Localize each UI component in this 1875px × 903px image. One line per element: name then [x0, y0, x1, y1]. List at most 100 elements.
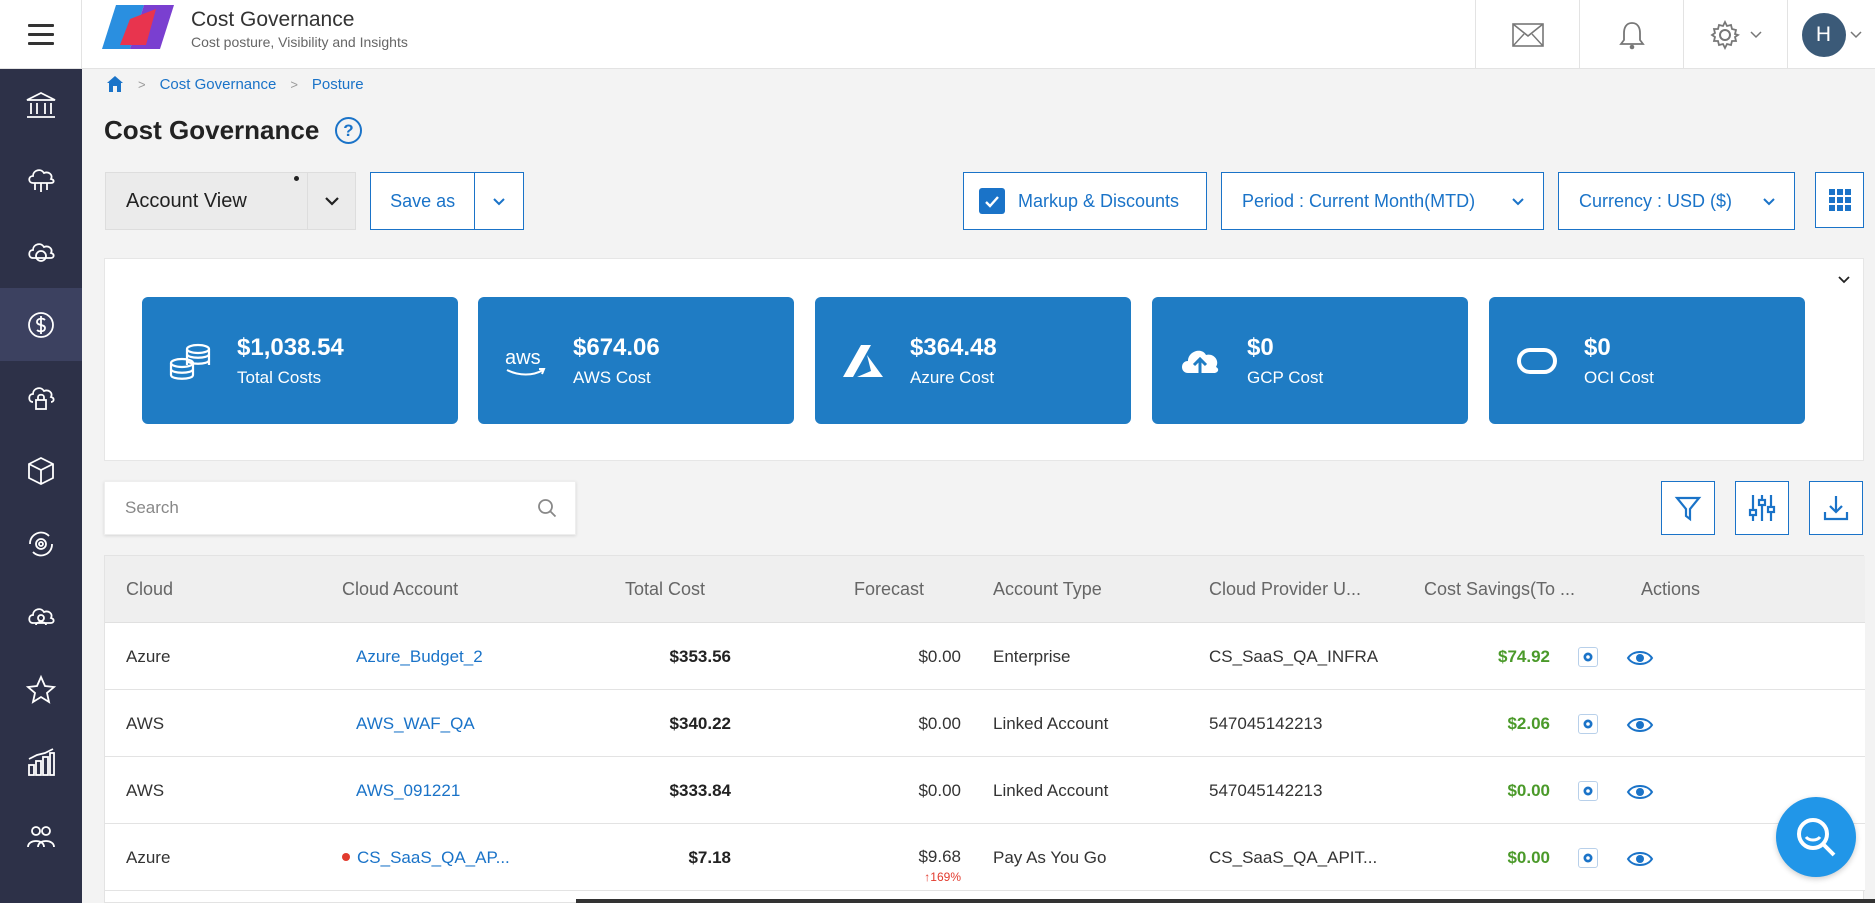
save-as-label: Save as — [371, 173, 476, 229]
cell-account-type: Enterprise — [993, 647, 1071, 666]
sidebar-item-reports[interactable] — [0, 726, 82, 799]
horizontal-scrollbar[interactable] — [576, 899, 1875, 903]
savings-settings-button[interactable] — [1578, 647, 1598, 667]
sidebar-item-security[interactable] — [0, 361, 82, 434]
download-button[interactable] — [1809, 481, 1863, 535]
download-icon — [1823, 496, 1849, 521]
sidebar-item-cloud-network[interactable] — [0, 142, 82, 215]
chevron-down-icon — [493, 197, 505, 205]
column-header-cost-savings[interactable]: Cost Savings(To ... — [1424, 579, 1576, 599]
gear-cycle-icon — [29, 531, 53, 556]
markup-checkbox[interactable] — [979, 188, 1005, 214]
user-menu-button[interactable]: H — [1787, 0, 1875, 69]
column-header-total-cost[interactable]: Total Cost — [625, 579, 706, 599]
table-row: Azure Azure_Budget_2 $353.56 $0.00 Enter… — [105, 623, 1865, 690]
chevron-down-icon — [1749, 30, 1762, 38]
search-input[interactable] — [125, 498, 505, 518]
cost-label: GCP Cost — [1247, 367, 1324, 387]
cell-account-link[interactable]: Azure_Budget_2 — [356, 647, 483, 666]
cell-savings[interactable]: $74.92 — [1498, 647, 1550, 666]
sidebar-item-cloud-cycle[interactable] — [0, 215, 82, 288]
sidebar-item-cost[interactable] — [0, 288, 82, 361]
mail-icon — [1511, 22, 1544, 47]
cell-savings[interactable]: $0.00 — [1507, 848, 1550, 867]
chevron-down-icon — [1849, 30, 1862, 38]
grid-view-button[interactable] — [1815, 172, 1864, 228]
sidebar-item-governance[interactable] — [0, 69, 82, 142]
aws-icon: aws — [505, 347, 545, 375]
app-title: Cost Governance — [191, 8, 355, 31]
collapse-panel-button[interactable] — [1837, 271, 1851, 289]
home-icon[interactable] — [106, 75, 124, 93]
search-icon — [1797, 818, 1836, 857]
cell-savings[interactable]: $0.00 — [1507, 781, 1550, 800]
sidebar-item-users[interactable] — [0, 799, 82, 872]
menu-toggle-button[interactable] — [0, 0, 82, 69]
column-header-forecast[interactable]: Forecast — [854, 579, 925, 599]
cell-savings[interactable]: $2.06 — [1507, 714, 1550, 733]
cell-account-link[interactable]: AWS_091221 — [356, 781, 461, 800]
notifications-button[interactable] — [1579, 0, 1683, 69]
markup-discounts-toggle[interactable]: Markup & Discounts — [963, 172, 1207, 230]
sidebar-item-cloud-users[interactable] — [0, 580, 82, 653]
cell-forecast: $0.00 — [918, 781, 961, 800]
table-row: AWS AWS_091221 $333.84 $0.00 Linked Acco… — [105, 757, 1865, 824]
cell-account-link[interactable]: AWS_WAF_QA — [356, 714, 475, 733]
sidebar-item-assets[interactable] — [0, 434, 82, 507]
column-header-cloud-account[interactable]: Cloud Account — [342, 579, 459, 599]
help-chat-button[interactable] — [1776, 797, 1856, 877]
cost-card-gcp: $0 GCP Cost — [1152, 297, 1468, 424]
view-eye-icon[interactable] — [1626, 649, 1654, 667]
cost-card-total: $1,038.54 Total Costs — [142, 297, 458, 424]
savings-settings-button[interactable] — [1578, 781, 1598, 801]
bell-icon — [1618, 21, 1645, 49]
cell-cloud: Azure — [126, 647, 171, 666]
savings-settings-button[interactable] — [1578, 848, 1598, 868]
column-header-cloud[interactable]: Cloud — [126, 579, 174, 599]
cell-provider: 547045142213 — [1209, 714, 1323, 733]
sidebar — [0, 69, 82, 903]
cell-forecast: $9.68 ↑169% — [851, 824, 961, 891]
cell-account-type: Pay As You Go — [993, 848, 1107, 867]
view-select[interactable]: Account View — [105, 172, 356, 230]
column-header-cloud-provider[interactable]: Cloud Provider U... — [1209, 579, 1362, 599]
filter-icon — [1674, 496, 1702, 522]
currency-select[interactable]: Currency : USD ($) — [1558, 172, 1795, 230]
view-eye-icon[interactable] — [1626, 716, 1654, 734]
app-logo — [102, 5, 174, 49]
sliders-icon — [1748, 495, 1776, 521]
sidebar-item-automation[interactable] — [0, 507, 82, 580]
column-header-account-type[interactable]: Account Type — [993, 579, 1102, 599]
gear-icon — [1583, 786, 1593, 796]
sidebar-item-favorites[interactable] — [0, 653, 82, 726]
breadcrumb-link-cost-governance[interactable]: Cost Governance — [159, 75, 277, 93]
chevron-down-icon — [1763, 197, 1775, 205]
app-subtitle: Cost posture, Visibility and Insights — [191, 34, 408, 50]
table-row: AWS AWS_WAF_QA $340.22 $0.00 Linked Acco… — [105, 690, 1865, 757]
cell-total-cost: $340.22 — [669, 714, 731, 733]
filter-button[interactable] — [1661, 481, 1715, 535]
savings-settings-button[interactable] — [1578, 714, 1598, 734]
cost-amount: $1,038.54 — [237, 333, 344, 361]
settings-button[interactable] — [1683, 0, 1787, 69]
save-as-dropdown[interactable] — [475, 197, 523, 206]
search-icon[interactable] — [537, 498, 557, 518]
breadcrumb: > Cost Governance > Posture — [106, 75, 364, 93]
save-as-button[interactable]: Save as — [370, 172, 524, 230]
azure-icon — [842, 344, 883, 377]
cell-account-type: Linked Account — [993, 714, 1109, 733]
help-icon[interactable]: ? — [335, 117, 362, 144]
view-eye-icon[interactable] — [1626, 850, 1654, 868]
star-icon — [25, 674, 57, 704]
column-settings-button[interactable] — [1735, 481, 1789, 535]
period-select[interactable]: Period : Current Month(MTD) — [1221, 172, 1544, 230]
gear-icon — [1709, 19, 1740, 50]
svg-text:aws: aws — [505, 347, 541, 369]
cell-account-link[interactable]: CS_SaaS_QA_AP... — [342, 824, 510, 891]
gear-icon — [1583, 652, 1593, 662]
top-header: Cost Governance Cost posture, Visibility… — [0, 0, 1875, 69]
view-eye-icon[interactable] — [1626, 783, 1654, 801]
users-icon — [27, 825, 55, 847]
mail-button[interactable] — [1475, 0, 1579, 69]
breadcrumb-link-posture[interactable]: Posture — [311, 75, 364, 93]
